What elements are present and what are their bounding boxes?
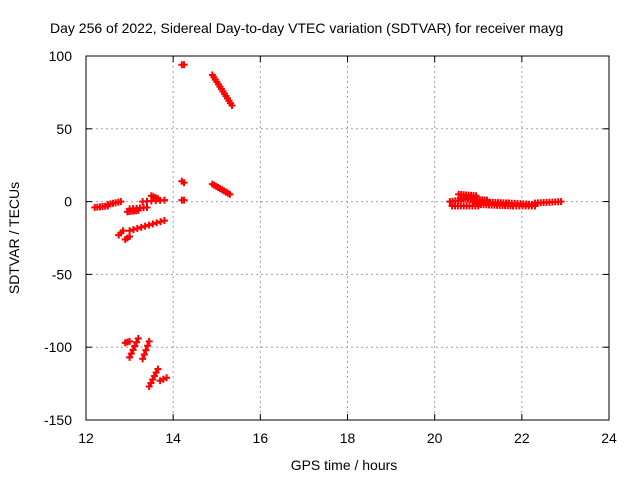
data-point <box>117 198 125 206</box>
y-tick-label: -150 <box>44 412 72 428</box>
data-points <box>91 61 565 391</box>
data-point <box>557 198 565 206</box>
data-point <box>144 342 152 350</box>
data-point <box>149 220 157 228</box>
data-point <box>126 353 134 361</box>
data-point <box>137 223 145 231</box>
data-point <box>143 203 151 211</box>
y-tick-labels: 100 50 0 -50 -100 -150 <box>44 48 72 428</box>
y-tick-label: 50 <box>56 121 72 137</box>
y-tick-label: -100 <box>44 339 72 355</box>
y-tick-label: 100 <box>49 48 73 64</box>
x-tick-label: 12 <box>78 430 94 446</box>
axis-ticks <box>85 55 610 421</box>
data-point <box>129 226 137 234</box>
data-point <box>154 365 162 373</box>
x-tick-labels: 12 14 16 18 20 22 24 <box>78 430 617 446</box>
data-point <box>145 337 153 345</box>
data-point <box>145 221 153 229</box>
data-point <box>157 218 165 226</box>
data-point <box>142 346 150 354</box>
x-tick-label: 18 <box>340 430 356 446</box>
data-point <box>129 346 137 354</box>
data-point <box>126 337 134 345</box>
data-point <box>131 342 139 350</box>
data-point <box>133 338 141 346</box>
y-tick-label: 0 <box>64 194 72 210</box>
data-point <box>126 227 134 235</box>
x-tick-label: 22 <box>514 430 530 446</box>
data-point <box>139 355 147 363</box>
data-point <box>226 190 234 198</box>
data-point <box>160 217 168 225</box>
data-point <box>141 222 149 230</box>
data-point <box>127 350 135 358</box>
data-point <box>134 334 142 342</box>
y-tick-label: -50 <box>52 266 72 282</box>
data-point <box>180 196 188 204</box>
x-tick-label: 20 <box>427 430 443 446</box>
data-point <box>160 196 168 204</box>
x-tick-label: 16 <box>253 430 269 446</box>
x-tick-label: 14 <box>165 430 181 446</box>
chart-title: Day 256 of 2022, Sidereal Day-to-day VTE… <box>50 20 563 36</box>
y-axis-label: SDTVAR / TECUs <box>6 182 22 294</box>
data-point <box>140 350 148 358</box>
data-point <box>153 219 161 227</box>
data-point <box>163 374 171 382</box>
data-point <box>133 224 141 232</box>
x-tick-label: 24 <box>601 430 617 446</box>
data-point <box>180 61 188 69</box>
data-point <box>119 227 127 235</box>
data-point <box>180 179 188 187</box>
grid-lines <box>86 56 609 420</box>
data-point <box>228 102 236 110</box>
x-axis-label: GPS time / hours <box>291 457 398 473</box>
